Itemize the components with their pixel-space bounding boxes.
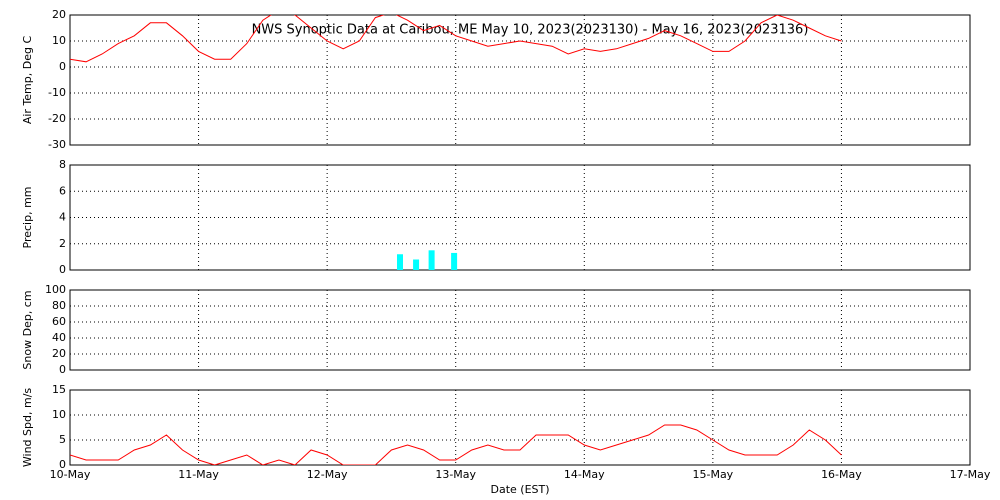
y-tick-label: 2 (59, 237, 66, 250)
y-tick-label: 40 (52, 331, 66, 344)
y-tick-label: 4 (59, 211, 66, 224)
y-tick-label: 10 (52, 408, 66, 421)
plot-frame (69, 164, 971, 271)
y-axis-label: Snow Dep, cm (21, 290, 34, 369)
x-tick-label: 12-May (307, 468, 348, 481)
y-tick-label: 0 (59, 60, 66, 73)
y-tick-label: 100 (45, 283, 66, 296)
x-tick-label: 17-May (950, 468, 991, 481)
plot-frame (69, 289, 971, 371)
y-tick-label: 5 (59, 433, 66, 446)
x-tick-label: 10-May (50, 468, 91, 481)
y-tick-label: 0 (59, 263, 66, 276)
y-tick-label: 60 (52, 315, 66, 328)
y-tick-label: 0 (59, 458, 66, 471)
bar (413, 259, 420, 270)
y-axis-label: Wind Spd, m/s (21, 388, 34, 468)
plot-frame (69, 14, 971, 146)
x-tick-label: 11-May (178, 468, 219, 481)
y-tick-label: 0 (59, 363, 66, 376)
y-tick-label: 20 (52, 347, 66, 360)
x-tick-label: 15-May (692, 468, 733, 481)
y-axis-label: Precip, mm (21, 187, 34, 249)
x-tick-label: 16-May (821, 468, 862, 481)
y-tick-label: 8 (59, 158, 66, 171)
chart-title: NWS Synoptic Data at Caribou, ME May 10,… (252, 23, 809, 38)
bar (428, 250, 435, 270)
y-tick-label: 15 (52, 383, 66, 396)
y-tick-label: -30 (48, 138, 66, 151)
y-axis-label: Air Temp, Deg C (21, 36, 34, 125)
plot-frame (69, 389, 971, 466)
y-tick-label: 6 (59, 184, 66, 197)
y-tick-label: 20 (52, 8, 66, 21)
bar (451, 252, 458, 270)
bar (397, 254, 403, 270)
data-line (70, 424, 842, 465)
y-tick-label: 80 (52, 299, 66, 312)
x-tick-label: 13-May (435, 468, 476, 481)
y-tick-label: -10 (48, 86, 66, 99)
x-tick-label: 14-May (564, 468, 605, 481)
data-line (70, 15, 842, 63)
x-axis-label: Date (EST) (490, 483, 549, 496)
y-tick-label: -20 (48, 112, 66, 125)
y-tick-label: 10 (52, 34, 66, 47)
